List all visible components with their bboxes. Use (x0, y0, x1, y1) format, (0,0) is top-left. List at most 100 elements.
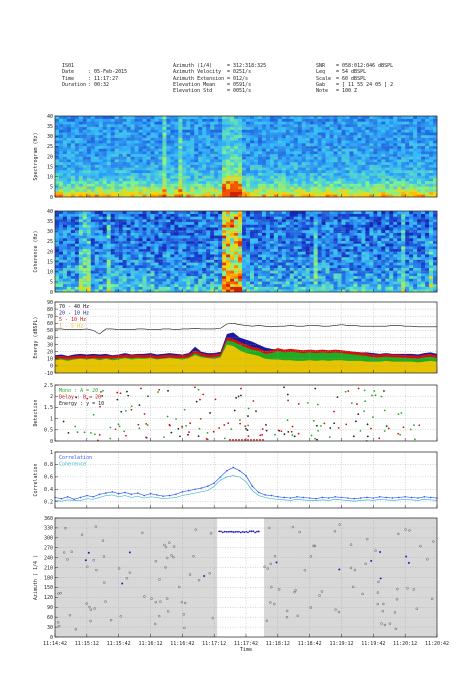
heatmap-cell (257, 281, 263, 285)
heatmap-cell (138, 219, 143, 223)
heatmap-cell (305, 238, 310, 241)
heatmap-cell (433, 183, 438, 187)
heatmap-cell (134, 143, 139, 146)
heatmap-cell (230, 137, 235, 141)
heatmap-cell (194, 172, 199, 176)
heatmap-cell (206, 286, 211, 290)
heatmap-cell (142, 156, 147, 160)
heatmap-cell (138, 178, 143, 182)
heatmap-cell (74, 129, 80, 133)
heatmap-cell (277, 121, 283, 125)
heatmap-cell (257, 164, 263, 168)
heatmap-cell (114, 183, 119, 187)
heatmap-cell (265, 148, 271, 152)
heatmap-cell (166, 164, 171, 168)
heatmap-cell (202, 289, 207, 293)
heatmap-cell (281, 273, 287, 277)
heatmap-cell (74, 224, 80, 228)
heatmap-cell (118, 172, 123, 176)
heatmap-cell (126, 213, 131, 217)
heatmap-cell (178, 211, 183, 214)
heatmap-cell (86, 191, 92, 195)
heatmap-cell (194, 232, 199, 236)
heatmap-cell (118, 170, 123, 173)
heatmap-cell (349, 118, 354, 122)
heatmap-cell (369, 140, 374, 144)
heatmap-cell (273, 254, 279, 258)
heatmap-cell (146, 153, 151, 157)
heatmap-cell (55, 180, 60, 184)
heatmap-cell (361, 124, 366, 128)
heatmap-cell (226, 153, 231, 157)
heatmap-cell (329, 175, 334, 179)
heatmap-cell (381, 194, 386, 198)
heatmap-cell (333, 186, 338, 190)
heatmap-cell (301, 170, 306, 173)
heatmap-cell (78, 164, 84, 168)
heatmap-cell (126, 221, 131, 225)
heatmap-cell (361, 186, 366, 190)
heatmap-cell (134, 273, 139, 277)
heatmap-cell (198, 289, 203, 293)
heatmap-cell (182, 191, 187, 195)
heatmap-cell (182, 262, 187, 266)
heatmap-cell (269, 116, 275, 119)
heatmap-cell (110, 232, 115, 236)
heatmap-cell (190, 238, 195, 241)
heatmap-cell (55, 251, 60, 255)
heatmap-cell (313, 286, 318, 290)
heatmap-cell (82, 145, 88, 149)
heatmap-cell (66, 216, 72, 220)
heatmap-cell (194, 116, 199, 119)
heatmap-cell (122, 232, 127, 236)
heatmap-cell (162, 143, 167, 146)
heatmap-cell (273, 286, 279, 290)
heatmap-cell (425, 170, 430, 173)
heatmap-cell (353, 126, 358, 130)
heatmap-cell (309, 265, 314, 268)
heatmap-cell (289, 148, 295, 152)
heatmap-cell (126, 243, 131, 247)
heatmap-cell (249, 167, 255, 171)
heatmap-cell (353, 161, 358, 165)
heatmap-cell (421, 164, 426, 168)
heatmap-cell (66, 164, 72, 168)
heatmap-cell (182, 167, 187, 171)
heatmap-cell (257, 221, 263, 225)
heatmap-cell (190, 159, 195, 163)
heatmap-cell (257, 243, 263, 247)
heatmap-cell (329, 188, 334, 192)
heatmap-cell (174, 143, 179, 146)
heatmap-cell (309, 116, 314, 119)
heatmap-cell (409, 191, 414, 195)
heatmap-cell (249, 273, 255, 277)
heatmap-cell (238, 148, 243, 152)
heatmap-cell (297, 116, 303, 119)
heatmap-cell (102, 289, 108, 293)
heatmap-cell (174, 256, 179, 260)
heatmap-cell (170, 216, 175, 220)
heatmap-cell (182, 278, 187, 282)
heatmap-cell (405, 159, 410, 163)
heatmap-cell (393, 170, 398, 173)
heatmap-cell (281, 211, 287, 214)
heatmap-cell (226, 286, 231, 290)
heatmap-cell (130, 289, 135, 293)
heatmap-cell (305, 121, 310, 125)
heatmap-cell (273, 251, 279, 255)
heatmap-cell (158, 289, 163, 293)
heatmap-cell (246, 183, 251, 187)
heatmap-cell (94, 229, 100, 233)
heatmap-cell (389, 145, 394, 149)
heatmap-cell (70, 275, 76, 279)
heatmap-cell (234, 259, 239, 263)
heatmap-cell (242, 124, 247, 128)
heatmap-cell (134, 161, 139, 165)
heatmap-cell (246, 186, 251, 190)
heatmap-cell (246, 180, 251, 184)
heatmap-cell (178, 224, 183, 228)
heatmap-cell (317, 191, 322, 195)
heatmap-cell (142, 191, 147, 195)
heatmap-cell (86, 219, 92, 223)
heatmap-cell (186, 178, 191, 182)
